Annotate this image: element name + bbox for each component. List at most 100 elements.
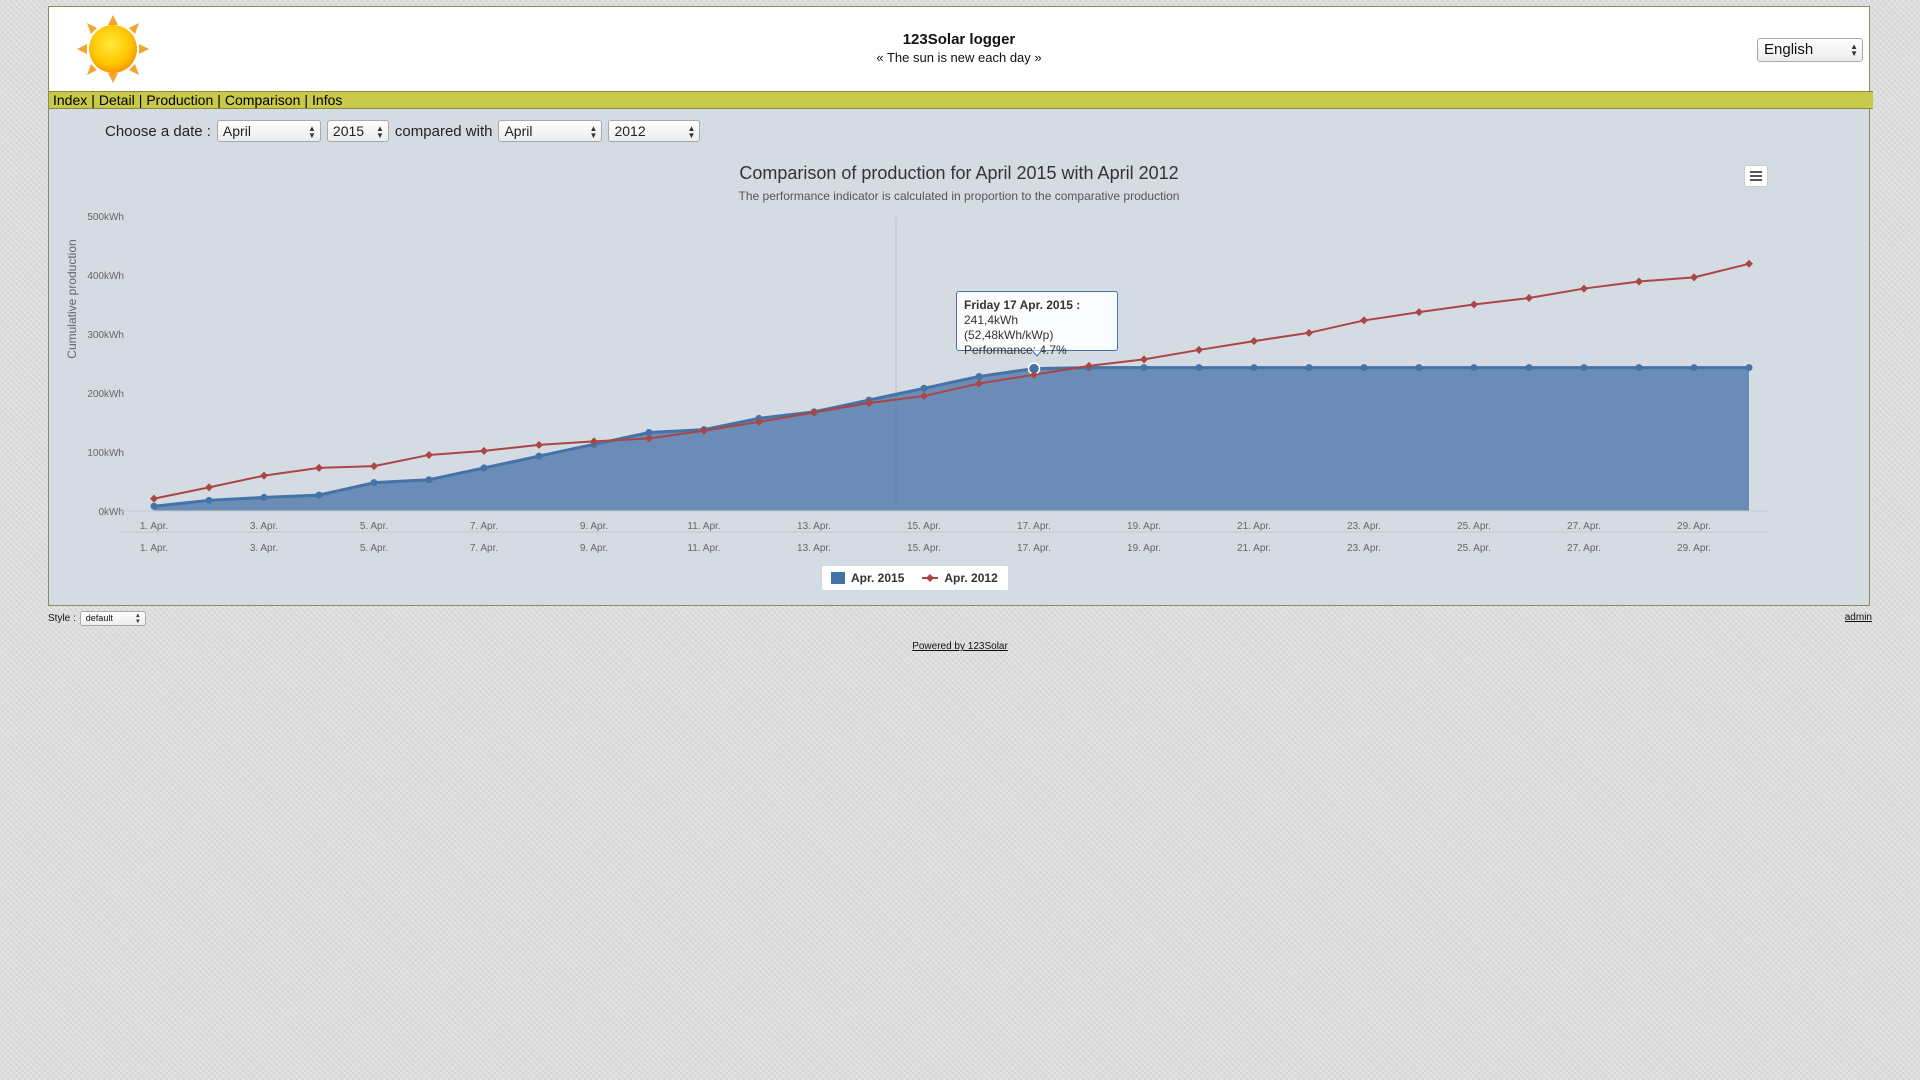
- point-2015[interactable]: [370, 479, 378, 487]
- point-2012[interactable]: [1195, 345, 1203, 354]
- y-tick-label: 500kWh: [87, 212, 124, 223]
- legend-item-apr-2015[interactable]: Apr. 2015: [831, 571, 904, 585]
- x-tick-label: 5. Apr.: [360, 521, 388, 532]
- year-select[interactable]: 2015 ▲ ▼: [326, 120, 389, 142]
- point-2015[interactable]: [535, 452, 543, 460]
- select-arrows-icon: ▲ ▼: [589, 124, 598, 140]
- point-2015[interactable]: [1415, 364, 1423, 372]
- point-2015[interactable]: [920, 384, 928, 392]
- point-2015[interactable]: [1470, 364, 1478, 372]
- legend-item-apr-2012[interactable]: Apr. 2012: [922, 571, 998, 585]
- point-2012[interactable]: [150, 494, 158, 503]
- point-2012[interactable]: [1470, 300, 1478, 309]
- point-2012[interactable]: [315, 463, 323, 472]
- point-2012[interactable]: [1690, 273, 1698, 282]
- point-2012[interactable]: [535, 440, 543, 449]
- legend-label-2012: Apr. 2012: [944, 571, 998, 585]
- point-2012[interactable]: [755, 417, 763, 426]
- x-tick-label: 5. Apr.: [360, 543, 388, 554]
- point-2015[interactable]: [1305, 364, 1313, 372]
- chart-menu-button[interactable]: [1744, 165, 1768, 187]
- point-2015[interactable]: [480, 464, 488, 472]
- point-2015[interactable]: [1690, 364, 1698, 372]
- point-2012[interactable]: [1360, 316, 1368, 325]
- compare-month-value: April: [504, 123, 533, 139]
- point-2015[interactable]: [315, 491, 323, 499]
- point-2012[interactable]: [975, 379, 983, 388]
- menu-infos[interactable]: Infos: [312, 92, 343, 108]
- point-2012[interactable]: [865, 399, 873, 408]
- point-2012[interactable]: [590, 437, 598, 446]
- x-tick-label: 29. Apr.: [1677, 521, 1711, 532]
- menu-comparison[interactable]: Comparison: [224, 92, 301, 108]
- y-axis-title: Cumulative production: [65, 239, 79, 358]
- point-2015[interactable]: [1580, 364, 1588, 372]
- month-select[interactable]: April ▲ ▼: [216, 120, 321, 142]
- point-2012[interactable]: [1635, 277, 1643, 286]
- compare-year-select[interactable]: 2012 ▲ ▼: [608, 120, 701, 142]
- series-line-apr-2015: [153, 366, 1749, 508]
- select-arrows-icon: ▲ ▼: [134, 613, 141, 625]
- x-tick-label: 15. Apr.: [907, 521, 941, 532]
- point-2012[interactable]: [700, 426, 708, 435]
- style-value: default: [85, 613, 113, 623]
- point-2012[interactable]: [920, 391, 928, 400]
- point-2012[interactable]: [1250, 337, 1258, 346]
- point-2015[interactable]: [975, 372, 983, 380]
- point-2012[interactable]: [370, 462, 378, 471]
- chart-title: Comparison of production for April 2015 …: [739, 163, 1179, 183]
- y-tick-label: 300kWh: [87, 330, 124, 341]
- point-2012[interactable]: [1415, 308, 1423, 317]
- main-frame: 123Solar logger « The sun is new each da…: [48, 6, 1873, 606]
- point-2015[interactable]: [1525, 364, 1533, 372]
- point-2015[interactable]: [1195, 364, 1203, 372]
- point-2012[interactable]: [425, 450, 433, 459]
- point-2015[interactable]: [1360, 364, 1368, 372]
- admin-link[interactable]: admin: [1844, 612, 1872, 623]
- series-area-apr-2015: [154, 367, 1749, 511]
- legend-label-2015: Apr. 2015: [851, 571, 905, 585]
- point-2012[interactable]: [645, 434, 653, 443]
- x-tick-label: 7. Apr.: [470, 543, 498, 554]
- point-2015[interactable]: [1250, 364, 1258, 372]
- point-2012[interactable]: [1140, 355, 1148, 364]
- point-2015[interactable]: [1635, 364, 1643, 372]
- point-2012[interactable]: [205, 483, 213, 492]
- point-2012[interactable]: [480, 446, 488, 455]
- point-2012[interactable]: [1085, 361, 1093, 370]
- x-tick-label: 17. Apr.: [1017, 521, 1051, 532]
- point-2015[interactable]: [1745, 364, 1753, 372]
- select-arrows-icon: ▲ ▼: [687, 124, 696, 140]
- compared-with-label: compared with: [394, 122, 493, 140]
- x-tick-label: 15. Apr.: [907, 543, 941, 554]
- menu-detail[interactable]: Detail: [98, 92, 135, 108]
- point-2012[interactable]: [1745, 259, 1753, 268]
- point-2015[interactable]: [150, 502, 158, 510]
- tooltip-date: Friday 17 Apr. 2015 :: [964, 298, 1081, 312]
- select-arrows-icon: ▲ ▼: [1850, 42, 1858, 58]
- menu-index[interactable]: Index: [53, 92, 88, 108]
- main-menu: Index | Detail | Production | Comparison | Infos: [49, 91, 1873, 109]
- menu-production[interactable]: Production: [146, 92, 214, 108]
- point-2015[interactable]: [425, 476, 433, 484]
- header: 123Solar logger « The sun is new each da…: [49, 7, 1869, 91]
- language-select[interactable]: English ▲ ▼: [1757, 38, 1863, 62]
- point-2012[interactable]: [810, 408, 818, 417]
- point-2012[interactable]: [1030, 370, 1038, 379]
- points-apr-2012: [150, 259, 1753, 503]
- style-select[interactable]: default ▲ ▼: [79, 611, 146, 626]
- year-value: 2015: [332, 123, 365, 139]
- point-2015[interactable]: [205, 496, 213, 504]
- point-2015[interactable]: [645, 429, 653, 437]
- compare-year-value: 2012: [614, 123, 646, 139]
- point-2012[interactable]: [1525, 294, 1533, 303]
- point-2012[interactable]: [1305, 328, 1313, 337]
- powered-by-link[interactable]: Powered by 123Solar: [912, 641, 1008, 652]
- point-2015[interactable]: [260, 493, 268, 501]
- point-2012[interactable]: [260, 471, 268, 480]
- point-2012[interactable]: [1580, 284, 1588, 293]
- point-2015[interactable]: [1140, 364, 1148, 372]
- x-tick-label: 25. Apr.: [1457, 543, 1491, 554]
- style-label: Style :: [48, 613, 76, 624]
- compare-month-select[interactable]: April ▲ ▼: [498, 120, 603, 142]
